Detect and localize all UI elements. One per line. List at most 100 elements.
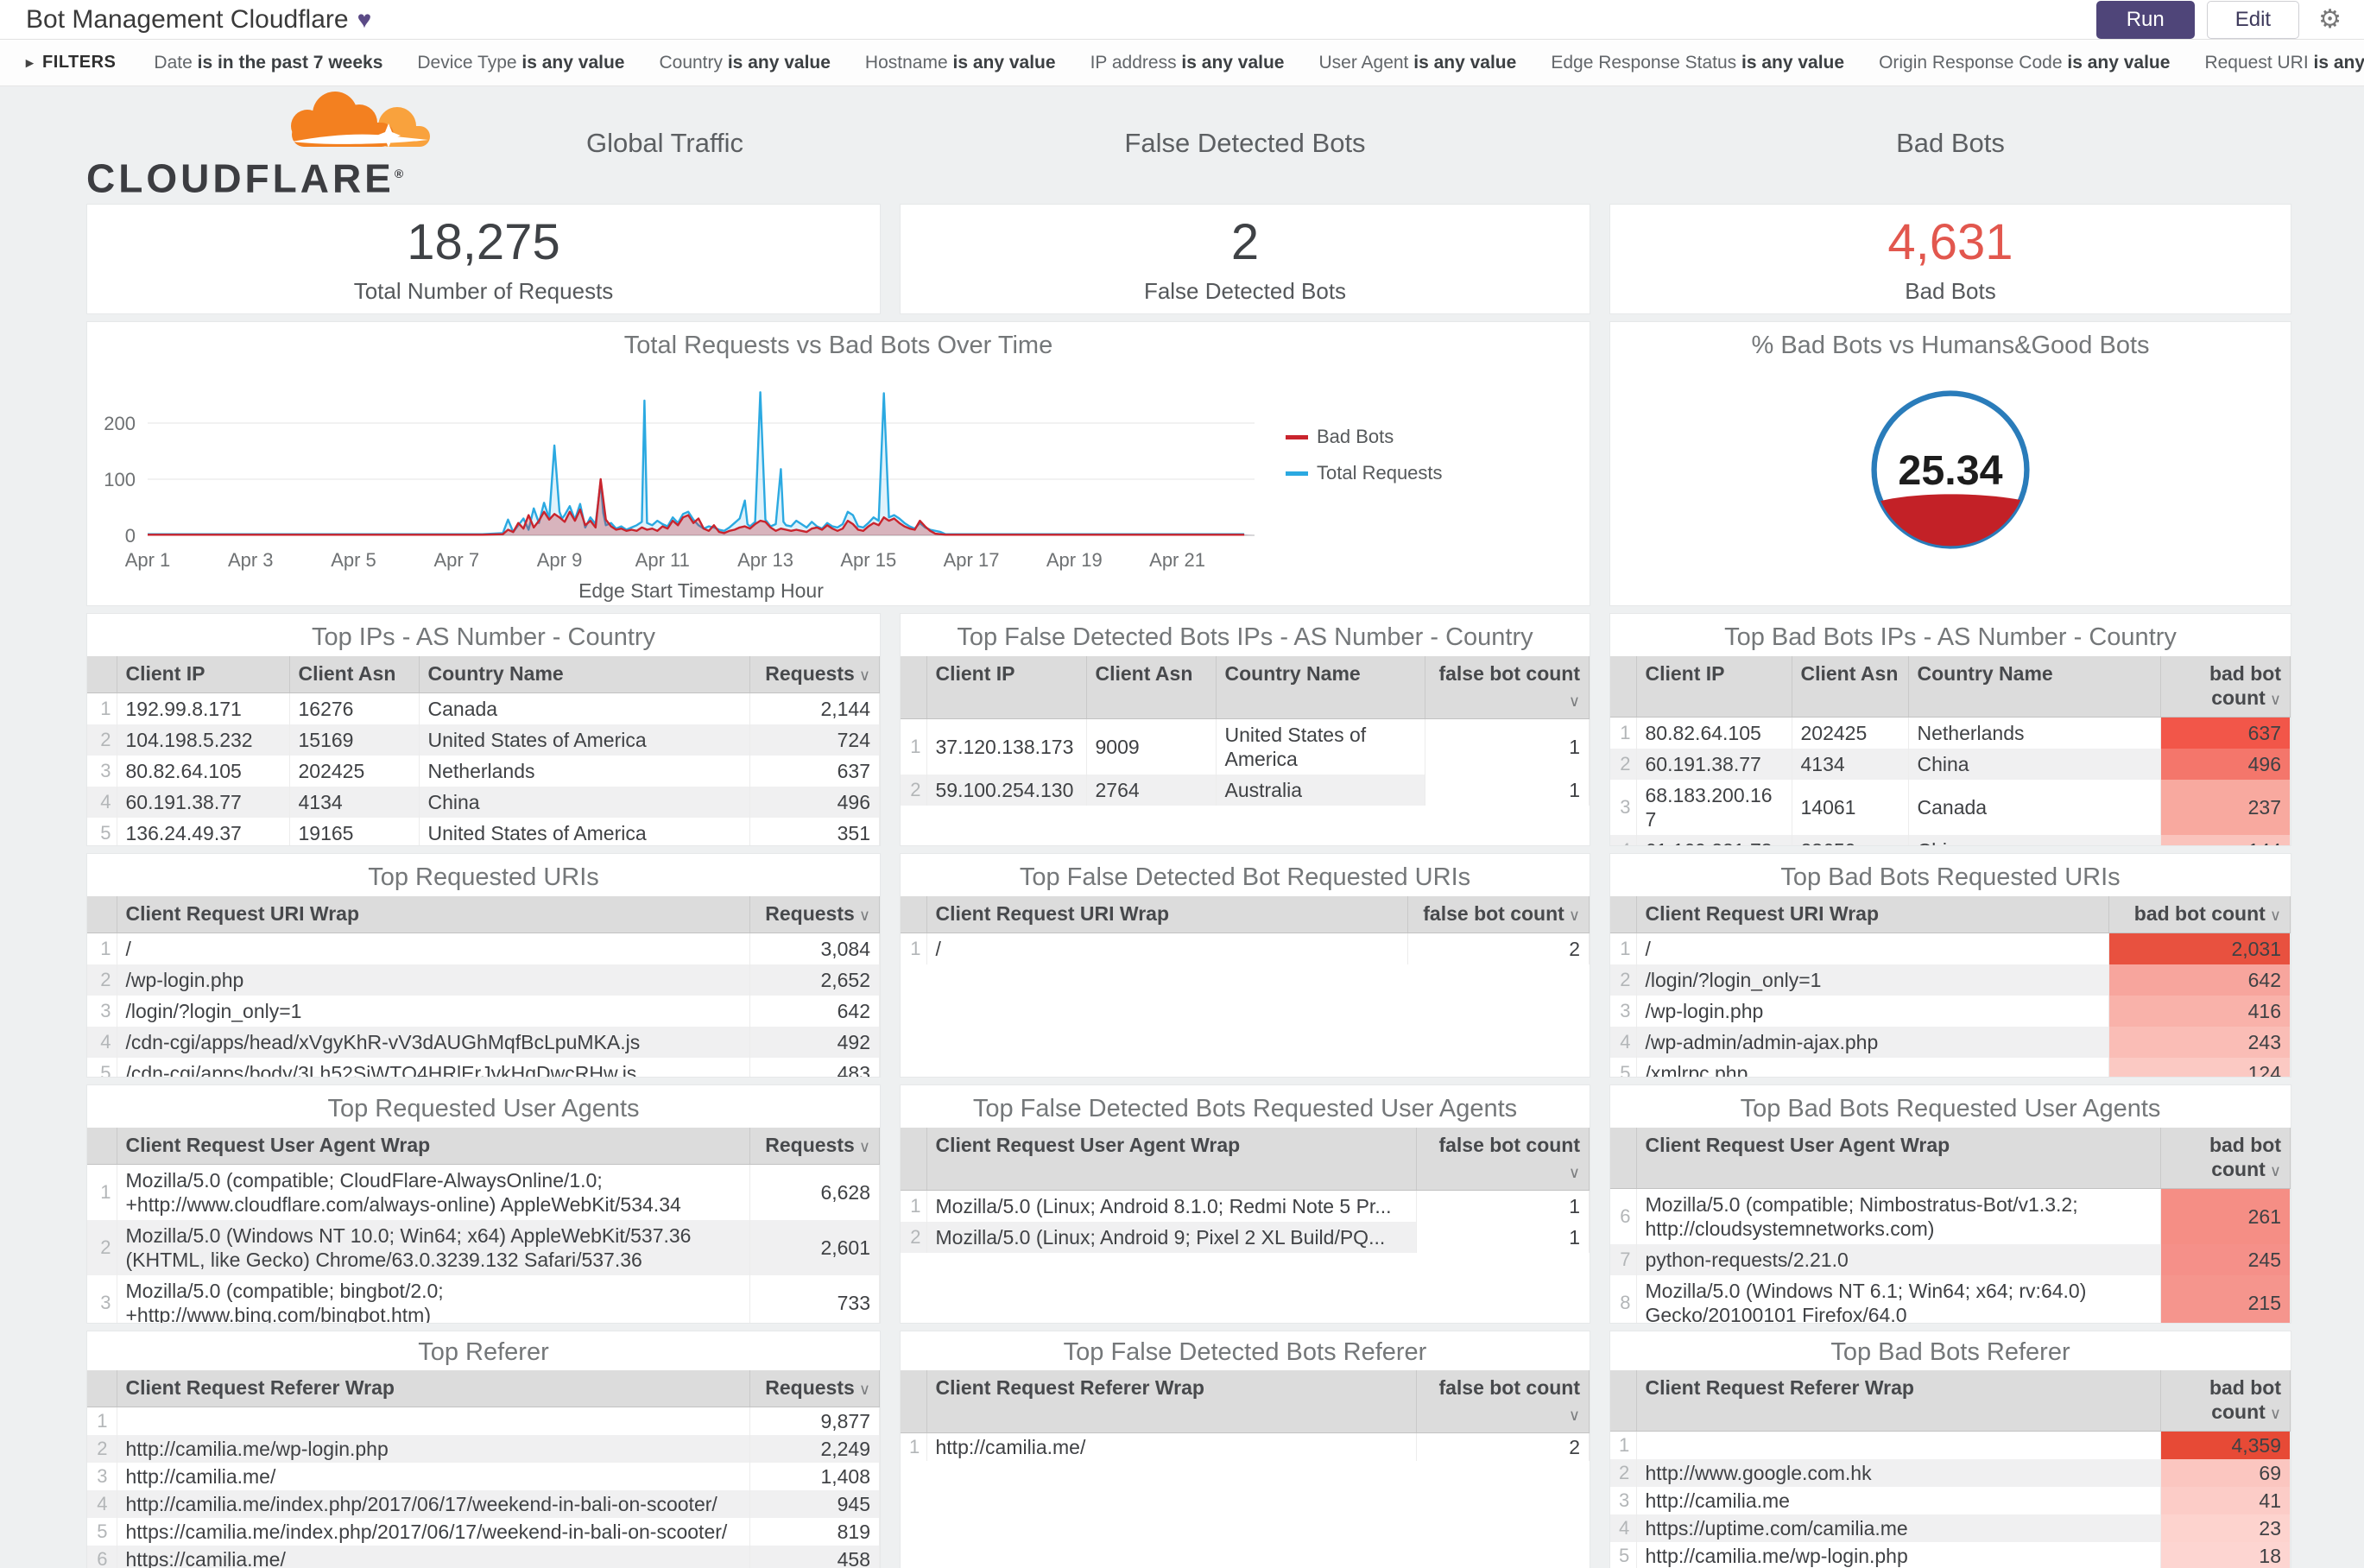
table-cell: 61.160.221.73 bbox=[1636, 835, 1792, 845]
card-title: Top False Detected Bots Referer bbox=[1063, 1338, 1427, 1366]
column-header[interactable]: Client Request Referer Wrap bbox=[117, 1370, 750, 1407]
row-number: 4 bbox=[1610, 835, 1637, 845]
header-row: CLOUDFLARE® Global Traffic False Detecte… bbox=[86, 86, 2291, 200]
table-row: 4 60.191.38.77 4134 China 496 bbox=[87, 787, 880, 818]
table-row: 5/xmlrpc.php 124 bbox=[1610, 1058, 2291, 1077]
table-cell: /wp-login.php bbox=[117, 964, 750, 996]
table-card-top-user-agents: Top Requested User Agents Client Request… bbox=[86, 1084, 881, 1324]
svg-text:Apr 5: Apr 5 bbox=[331, 549, 376, 571]
false-ips-table: Client IP Client Asn Country Name false bot… bbox=[901, 656, 1590, 806]
column-header[interactable]: Client Asn bbox=[289, 656, 420, 693]
column-header[interactable]: false bot count ∨ bbox=[1425, 656, 1590, 719]
column-header[interactable]: Country Name bbox=[1216, 656, 1425, 719]
row-number: 6 bbox=[1610, 1188, 1637, 1244]
top-bar: Bot Management Cloudflare ♥ Run Edit ⚙ bbox=[0, 0, 2364, 40]
table-cell: Mozilla/5.0 (compatible; Nimbostratus-Bo… bbox=[1636, 1188, 2161, 1244]
column-header[interactable]: Country Name bbox=[1908, 656, 2161, 718]
legend-item-total-requests[interactable]: Total Requests bbox=[1286, 462, 1443, 484]
column-header[interactable]: Client Asn bbox=[1792, 656, 1909, 718]
column-header[interactable]: Client Request URI Wrap bbox=[926, 896, 1408, 933]
table-cell: Australia bbox=[1216, 775, 1425, 806]
table-cell: Canada bbox=[1908, 780, 2161, 835]
table-row: 3/login/?login_only=1 642 bbox=[87, 996, 880, 1027]
column-header[interactable]: Requests ∨ bbox=[749, 1128, 880, 1165]
column-header[interactable]: Client IP bbox=[1636, 656, 1792, 718]
svg-text:Apr 11: Apr 11 bbox=[635, 549, 690, 571]
row-number: 3 bbox=[1610, 780, 1637, 835]
row-number: 3 bbox=[1610, 1487, 1637, 1514]
column-header[interactable]: Requests ∨ bbox=[749, 656, 880, 693]
table-cell: 3,084 bbox=[749, 933, 880, 964]
bad-user-agents-table: Client Request User Agent Wrap bad bot co… bbox=[1610, 1128, 2291, 1323]
table-cell: 237 bbox=[2160, 780, 2291, 835]
table-row: 2 Mozilla/5.0 (Windows NT 10.0; Win64; x6… bbox=[87, 1220, 880, 1275]
filter-item[interactable]: Origin Response Code is any value bbox=[1879, 52, 2171, 73]
row-number: 2 bbox=[1610, 1459, 1637, 1487]
filter-item[interactable]: Request URI is any value bbox=[2204, 52, 2364, 73]
gear-icon[interactable]: ⚙ bbox=[2318, 5, 2342, 34]
cloudflare-cloud-icon bbox=[291, 92, 430, 149]
table-cell: https://camilia.me/index.php/2017/06/17/… bbox=[117, 1518, 750, 1546]
table-cell: / bbox=[1636, 933, 2109, 964]
stat-card-false-detected-bots: 2 False Detected Bots bbox=[900, 204, 1590, 314]
column-header[interactable]: Client Asn bbox=[1086, 656, 1217, 719]
table-cell: United States of America bbox=[419, 724, 750, 756]
column-header[interactable]: bad bot count ∨ bbox=[2108, 896, 2291, 933]
uris-row: Top Requested URIs Client Request URI Wr… bbox=[86, 853, 2291, 1078]
column-header[interactable]: bad bot count ∨ bbox=[2160, 1128, 2291, 1189]
table-row: 2 http://www.google.com.hk 69 bbox=[1610, 1459, 2291, 1487]
column-header[interactable]: Country Name bbox=[419, 656, 750, 693]
filter-item[interactable]: IP address is any value bbox=[1090, 52, 1285, 73]
row-number: 4 bbox=[1610, 1027, 1637, 1058]
filter-item[interactable]: Country is any value bbox=[659, 52, 831, 73]
row-number: 1 bbox=[901, 1190, 927, 1222]
column-header[interactable]: false bot count ∨ bbox=[1416, 1128, 1590, 1191]
table-row: 1 192.99.8.171 16276 Canada 2,144 bbox=[87, 692, 880, 724]
column-header[interactable]: Client IP bbox=[926, 656, 1087, 719]
column-header[interactable]: false bot count ∨ bbox=[1407, 896, 1590, 933]
column-header[interactable]: Client IP bbox=[117, 656, 290, 693]
run-button[interactable]: Run bbox=[2095, 0, 2195, 39]
row-number: 3 bbox=[87, 996, 117, 1027]
legend-item-bad-bots[interactable]: Bad Bots bbox=[1286, 426, 1443, 448]
column-header[interactable]: Client Request User Agent Wrap bbox=[1636, 1128, 2161, 1189]
svg-text:Apr 13: Apr 13 bbox=[737, 549, 793, 571]
edit-button[interactable]: Edit bbox=[2206, 0, 2300, 39]
table-card-top-uris: Top Requested URIs Client Request URI Wr… bbox=[86, 853, 881, 1078]
table-card-false-uris: Top False Detected Bot Requested URIs Cl… bbox=[900, 853, 1590, 1078]
column-header[interactable]: Client Request Referer Wrap bbox=[926, 1370, 1417, 1433]
column-header[interactable]: Requests ∨ bbox=[749, 896, 880, 933]
table-cell: Netherlands bbox=[419, 756, 750, 787]
column-header[interactable]: Client Request User Agent Wrap bbox=[926, 1128, 1417, 1191]
column-header[interactable]: bad bot count ∨ bbox=[2160, 656, 2291, 718]
column-header[interactable]: Client Request Referer Wrap bbox=[1636, 1370, 2161, 1432]
row-number-header bbox=[87, 896, 117, 933]
column-header[interactable]: false bot count ∨ bbox=[1416, 1370, 1590, 1433]
card-title: Top Bad Bots Referer bbox=[1830, 1338, 2070, 1366]
table-cell: 9009 bbox=[1086, 718, 1217, 775]
stat-label: False Detected Bots bbox=[1143, 278, 1347, 304]
svg-text:Apr 1: Apr 1 bbox=[125, 549, 171, 571]
column-header[interactable]: Requests ∨ bbox=[749, 1370, 880, 1407]
column-header[interactable]: Client Request URI Wrap bbox=[1636, 896, 2109, 933]
table-cell: 1 bbox=[1425, 775, 1590, 806]
stat-value: 4,631 bbox=[1887, 214, 2013, 270]
filter-item[interactable]: Edge Response Status is any value bbox=[1551, 52, 1845, 73]
table-cell: 416 bbox=[2108, 996, 2291, 1027]
table-cell: /login/?login_only=1 bbox=[117, 996, 750, 1027]
table-cell: 60.191.38.77 bbox=[117, 787, 290, 818]
filter-item[interactable]: Hostname is any value bbox=[864, 52, 1056, 73]
false-referer-table: Client Request Referer Wrap false bot cou… bbox=[901, 1370, 1590, 1461]
table-row: 3 http://camilia.me/1,408 bbox=[87, 1463, 880, 1490]
table-cell: 483 bbox=[749, 1058, 880, 1077]
filter-item[interactable]: Date is in the past 7 weeks bbox=[154, 52, 383, 73]
filter-item[interactable]: Device Type is any value bbox=[417, 52, 625, 73]
filters-expander[interactable]: ▸ FILTERS bbox=[26, 53, 116, 73]
column-header[interactable]: Client Request User Agent Wrap bbox=[117, 1128, 750, 1165]
column-header[interactable]: Client Request URI Wrap bbox=[117, 896, 750, 933]
filter-item[interactable]: User Agent is any value bbox=[1318, 52, 1517, 73]
table-row: 2 Mozilla/5.0 (Linux; Android 9; Pixel 2 … bbox=[901, 1222, 1590, 1253]
column-header[interactable]: bad bot count ∨ bbox=[2160, 1370, 2291, 1432]
row-number: 1 bbox=[1610, 933, 1637, 964]
table-cell: 1 bbox=[1416, 1190, 1590, 1222]
